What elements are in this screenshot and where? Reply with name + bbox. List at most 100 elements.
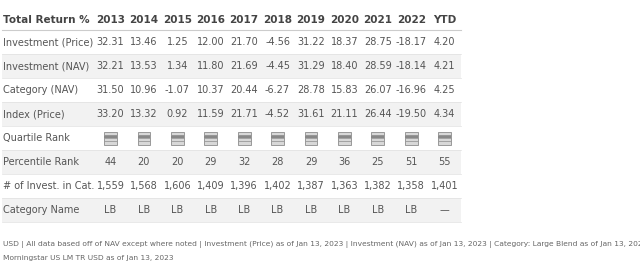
Text: Index (Price): Index (Price) bbox=[3, 109, 65, 119]
Text: 1,382: 1,382 bbox=[364, 181, 392, 191]
FancyBboxPatch shape bbox=[305, 132, 317, 145]
Text: LB: LB bbox=[305, 205, 317, 215]
Text: 21.11: 21.11 bbox=[331, 109, 358, 119]
FancyBboxPatch shape bbox=[404, 135, 418, 138]
Text: Category (NAV): Category (NAV) bbox=[3, 85, 78, 95]
Text: 18.37: 18.37 bbox=[331, 37, 358, 47]
Text: -4.52: -4.52 bbox=[265, 109, 290, 119]
Text: 1.34: 1.34 bbox=[166, 61, 188, 71]
FancyBboxPatch shape bbox=[438, 135, 451, 138]
Text: 4.25: 4.25 bbox=[434, 85, 456, 95]
Text: 20: 20 bbox=[171, 157, 184, 167]
Text: LB: LB bbox=[238, 205, 250, 215]
Text: 4.34: 4.34 bbox=[434, 109, 455, 119]
Text: -19.50: -19.50 bbox=[396, 109, 427, 119]
FancyBboxPatch shape bbox=[305, 135, 317, 138]
Text: 21.70: 21.70 bbox=[230, 37, 258, 47]
Text: -1.07: -1.07 bbox=[165, 85, 190, 95]
FancyBboxPatch shape bbox=[237, 132, 251, 145]
Text: 55: 55 bbox=[438, 157, 451, 167]
FancyBboxPatch shape bbox=[138, 132, 150, 145]
Text: 29: 29 bbox=[305, 157, 317, 167]
Text: 26.07: 26.07 bbox=[364, 85, 392, 95]
FancyBboxPatch shape bbox=[338, 132, 351, 145]
Text: 44: 44 bbox=[104, 157, 116, 167]
Text: 2013: 2013 bbox=[96, 15, 125, 25]
Text: —: — bbox=[440, 205, 449, 215]
FancyBboxPatch shape bbox=[3, 198, 461, 222]
Text: -4.45: -4.45 bbox=[265, 61, 290, 71]
Text: Quartile Rank: Quartile Rank bbox=[3, 133, 70, 143]
Text: 13.53: 13.53 bbox=[130, 61, 157, 71]
Text: 13.46: 13.46 bbox=[130, 37, 157, 47]
Text: -18.14: -18.14 bbox=[396, 61, 427, 71]
FancyBboxPatch shape bbox=[204, 132, 217, 145]
Text: 1,606: 1,606 bbox=[164, 181, 191, 191]
Text: 21.71: 21.71 bbox=[230, 109, 258, 119]
Text: 1,568: 1,568 bbox=[130, 181, 158, 191]
Text: 51: 51 bbox=[405, 157, 417, 167]
Text: 28: 28 bbox=[271, 157, 284, 167]
Text: Percentile Rank: Percentile Rank bbox=[3, 157, 79, 167]
FancyBboxPatch shape bbox=[271, 135, 284, 138]
Text: 2014: 2014 bbox=[129, 15, 159, 25]
Text: Investment (NAV): Investment (NAV) bbox=[3, 61, 90, 71]
FancyBboxPatch shape bbox=[171, 135, 184, 138]
Text: 32.21: 32.21 bbox=[97, 61, 124, 71]
FancyBboxPatch shape bbox=[138, 135, 150, 138]
FancyBboxPatch shape bbox=[204, 135, 217, 138]
Text: 33.20: 33.20 bbox=[97, 109, 124, 119]
Text: -4.56: -4.56 bbox=[265, 37, 290, 47]
Text: 31.22: 31.22 bbox=[297, 37, 325, 47]
Text: 2019: 2019 bbox=[296, 15, 325, 25]
Text: 28.78: 28.78 bbox=[297, 85, 325, 95]
Text: 18.40: 18.40 bbox=[331, 61, 358, 71]
Text: 25: 25 bbox=[372, 157, 384, 167]
Text: 20.44: 20.44 bbox=[230, 85, 258, 95]
Text: 2017: 2017 bbox=[230, 15, 259, 25]
Text: 2015: 2015 bbox=[163, 15, 192, 25]
Text: 15.83: 15.83 bbox=[331, 85, 358, 95]
Text: 21.69: 21.69 bbox=[230, 61, 258, 71]
Text: 1,363: 1,363 bbox=[331, 181, 358, 191]
Text: 2021: 2021 bbox=[364, 15, 392, 25]
FancyBboxPatch shape bbox=[3, 102, 461, 126]
Text: 31.50: 31.50 bbox=[97, 85, 124, 95]
Text: Category Name: Category Name bbox=[3, 205, 79, 215]
Text: -16.96: -16.96 bbox=[396, 85, 427, 95]
FancyBboxPatch shape bbox=[371, 135, 384, 138]
Text: LB: LB bbox=[271, 205, 284, 215]
Text: 11.59: 11.59 bbox=[197, 109, 225, 119]
Text: LB: LB bbox=[205, 205, 217, 215]
Text: Total Return %: Total Return % bbox=[3, 15, 90, 25]
FancyBboxPatch shape bbox=[438, 132, 451, 145]
FancyBboxPatch shape bbox=[404, 132, 418, 145]
Text: 2018: 2018 bbox=[263, 15, 292, 25]
Text: 1,559: 1,559 bbox=[97, 181, 124, 191]
Text: 2020: 2020 bbox=[330, 15, 359, 25]
Text: 28.75: 28.75 bbox=[364, 37, 392, 47]
Text: 31.29: 31.29 bbox=[297, 61, 324, 71]
Text: # of Invest. in Cat.: # of Invest. in Cat. bbox=[3, 181, 95, 191]
Text: LB: LB bbox=[372, 205, 384, 215]
Text: LB: LB bbox=[138, 205, 150, 215]
FancyBboxPatch shape bbox=[3, 150, 461, 174]
Text: -18.17: -18.17 bbox=[396, 37, 427, 47]
Text: LB: LB bbox=[339, 205, 351, 215]
Text: 28.59: 28.59 bbox=[364, 61, 392, 71]
Text: 12.00: 12.00 bbox=[197, 37, 225, 47]
Text: 32: 32 bbox=[238, 157, 250, 167]
Text: 2016: 2016 bbox=[196, 15, 225, 25]
Text: YTD: YTD bbox=[433, 15, 456, 25]
FancyBboxPatch shape bbox=[171, 132, 184, 145]
Text: 26.44: 26.44 bbox=[364, 109, 392, 119]
Text: 13.32: 13.32 bbox=[130, 109, 157, 119]
Text: 1,409: 1,409 bbox=[197, 181, 225, 191]
Text: 20: 20 bbox=[138, 157, 150, 167]
Text: 29: 29 bbox=[205, 157, 217, 167]
Text: LB: LB bbox=[172, 205, 184, 215]
FancyBboxPatch shape bbox=[338, 135, 351, 138]
FancyBboxPatch shape bbox=[3, 9, 461, 30]
Text: -6.27: -6.27 bbox=[265, 85, 290, 95]
Text: Investment (Price): Investment (Price) bbox=[3, 37, 93, 47]
